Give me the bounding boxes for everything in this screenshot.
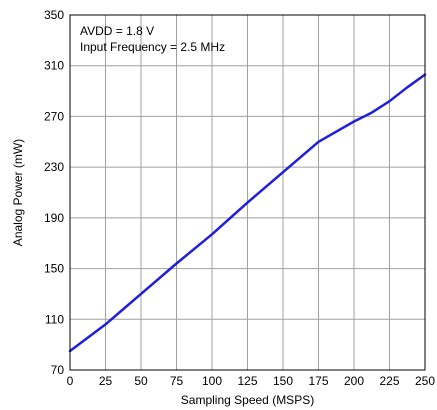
- x-tick-label: 200: [344, 374, 364, 388]
- y-tick-label: 70: [51, 363, 65, 377]
- y-tick-label: 230: [44, 160, 64, 174]
- x-tick-label: 125: [237, 374, 257, 388]
- y-axis-title: Analog Power (mW): [11, 139, 25, 246]
- y-tick-label: 350: [44, 8, 64, 22]
- x-tick-label: 150: [273, 374, 293, 388]
- x-tick-label: 0: [67, 374, 74, 388]
- grid-lines: [70, 15, 425, 370]
- x-tick-label: 100: [202, 374, 222, 388]
- x-tick-label: 225: [379, 374, 399, 388]
- y-tick-label: 150: [44, 262, 64, 276]
- series-line-analog-power: [68, 73, 427, 353]
- x-tick-label: 50: [134, 374, 148, 388]
- y-tick-labels: 70 110 150 190 230 270 310 350: [44, 8, 64, 377]
- x-tick-labels: 0 25 50 75 100 125 150 175 200 225 250: [67, 374, 436, 388]
- y-tick-label: 270: [44, 109, 64, 123]
- annotation-avdd: AVDD = 1.8 V: [80, 24, 154, 38]
- x-tick-label: 175: [308, 374, 328, 388]
- y-tick-label: 110: [45, 312, 64, 326]
- x-tick-label: 25: [99, 374, 113, 388]
- annotation-input-frequency: Input Frequency = 2.5 MHz: [80, 40, 225, 54]
- series-layer: [68, 73, 427, 353]
- x-axis-title: Sampling Speed (MSPS): [181, 393, 314, 407]
- plot-frame: [69, 14, 426, 371]
- x-tick-label: 75: [170, 374, 184, 388]
- y-tick-label: 190: [44, 211, 64, 225]
- y-tick-label: 310: [44, 59, 64, 73]
- x-tick-label: 250: [415, 374, 435, 388]
